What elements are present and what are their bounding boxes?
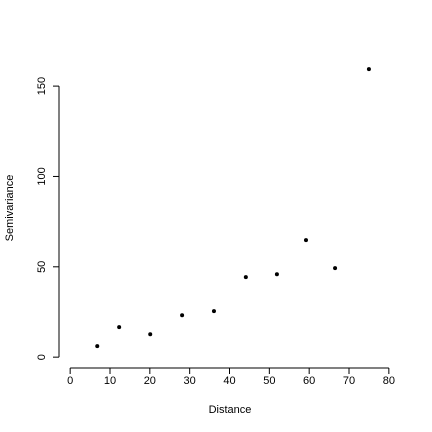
x-tick-label: 0 — [67, 375, 73, 387]
x-tick-label: 30 — [184, 375, 196, 387]
x-tick-label: 20 — [144, 375, 156, 387]
y-tick-label: 0 — [36, 354, 48, 360]
point — [243, 275, 248, 280]
y-tick-label: 50 — [36, 261, 48, 273]
x-axis-title: Distance — [209, 404, 252, 416]
point — [148, 332, 153, 337]
point — [303, 238, 308, 243]
y-axis-title: Semivariance — [4, 175, 16, 242]
x-tick-label: 60 — [303, 375, 315, 387]
point — [180, 313, 185, 318]
x-tick-label: 80 — [383, 375, 395, 387]
x-tick-label: 40 — [223, 375, 235, 387]
point — [95, 344, 100, 349]
point — [274, 272, 279, 277]
point — [117, 325, 122, 330]
x-tick-label: 70 — [343, 375, 355, 387]
x-tick-label: 50 — [263, 375, 275, 387]
point — [211, 309, 216, 314]
point — [333, 266, 338, 271]
y-tick-label: 150 — [36, 77, 48, 95]
y-tick-label: 100 — [36, 167, 48, 185]
x-tick-label: 10 — [104, 375, 116, 387]
point — [366, 67, 371, 72]
